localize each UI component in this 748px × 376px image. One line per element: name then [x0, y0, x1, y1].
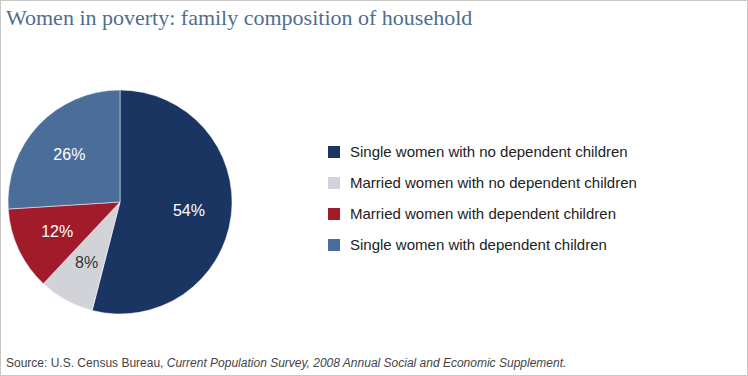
data-label: 54% [173, 202, 205, 219]
legend-swatch [328, 208, 340, 220]
legend-item: Single women with dependent children [328, 236, 607, 253]
title: Women in poverty: family composition of … [6, 5, 472, 30]
slice [8, 202, 120, 284]
slice [8, 90, 120, 209]
legend-swatch [328, 239, 340, 251]
data-label: 8% [75, 254, 98, 271]
legend-swatch [328, 146, 340, 158]
data-label: 26% [53, 146, 85, 163]
source: Source: U.S. Census Bureau, Current Popu… [6, 356, 566, 370]
source-part: Source: U.S. Census Bureau, [6, 356, 167, 370]
legend-label: Married women with dependent children [350, 205, 616, 222]
legend-label: Single women with dependent children [350, 236, 607, 253]
legend-item: Married women with no dependent children [328, 174, 637, 191]
legend-item: Married women with dependent children [328, 205, 616, 222]
data-label: 12% [41, 223, 73, 240]
legend: Single women with no dependent children M… [328, 143, 637, 253]
source-part: Current Population Survey, 2008 Annual S… [167, 356, 567, 370]
legend-swatch [328, 177, 340, 189]
chart: Women in poverty: family composition of … [0, 0, 748, 376]
legend-label: Married women with no dependent children [350, 174, 637, 191]
legend-label: Single women with no dependent children [350, 143, 628, 160]
frame [1, 1, 748, 376]
pie [8, 90, 232, 314]
legend-item: Single women with no dependent children [328, 143, 628, 160]
data-labels: 54% 8%12% 26% [41, 146, 205, 271]
